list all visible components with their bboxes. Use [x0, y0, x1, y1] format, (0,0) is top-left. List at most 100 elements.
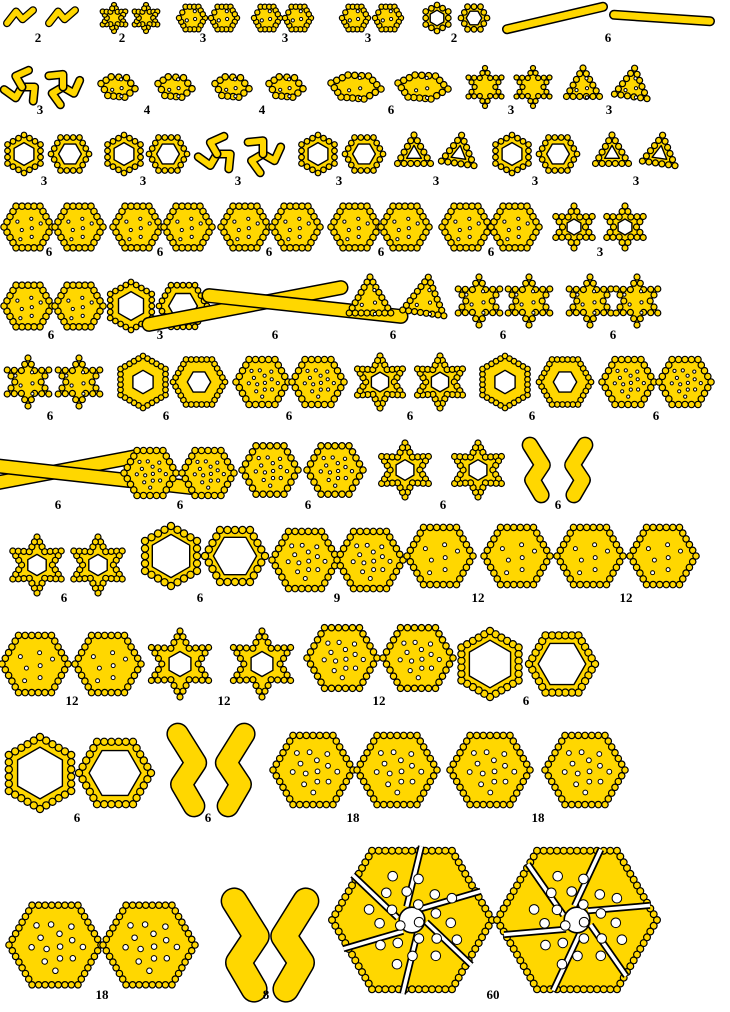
figure-label: 4	[258, 102, 266, 117]
figure-16	[193, 131, 286, 178]
figure-59-original	[328, 845, 497, 995]
figure-44	[9, 533, 126, 597]
figure-6-original	[422, 1, 452, 35]
figure-17-mirror	[341, 134, 387, 174]
figure-label: 6	[265, 244, 273, 259]
figure-44-mirror	[70, 533, 126, 597]
figure-label: 3	[507, 102, 515, 117]
figure-58-mirror	[270, 887, 320, 1003]
figure-59	[328, 845, 661, 995]
figure-label: 18	[531, 810, 545, 825]
figure-36-mirror	[413, 352, 467, 412]
figure-51-mirror	[379, 623, 457, 693]
figure-19-original	[492, 131, 532, 177]
figure-25-original	[438, 202, 494, 252]
figure-18-original	[393, 131, 435, 168]
figure-49-mirror	[71, 631, 145, 697]
figure-16-original	[193, 131, 235, 174]
figure-label: 60	[486, 987, 500, 1002]
figure-label: 6	[522, 693, 530, 708]
figure-label: 3	[335, 173, 343, 188]
figure-9-mirror	[154, 73, 196, 102]
figure-40-mirror	[178, 446, 238, 500]
figure-54-mirror	[214, 722, 256, 818]
figure-42	[378, 439, 505, 501]
figure-46-original	[268, 527, 342, 593]
figure-20	[591, 131, 679, 170]
figure-20-mirror	[638, 131, 679, 170]
figure-18	[393, 131, 478, 170]
figure-20-original	[591, 131, 633, 168]
figure-label: 6	[156, 244, 164, 259]
figure-17	[298, 131, 387, 177]
figure-11-mirror	[394, 71, 452, 103]
figure-label: 3	[364, 30, 372, 45]
figure-30	[345, 273, 448, 320]
figure-22-mirror	[160, 202, 216, 252]
figure-35	[232, 355, 348, 409]
figure-13	[562, 64, 651, 103]
figure-label: 3	[281, 30, 289, 45]
figure-label: 3	[605, 102, 613, 117]
figure-label: 2	[450, 30, 458, 45]
figure-8	[0, 65, 85, 110]
figure-19-mirror	[535, 134, 581, 174]
figure-53-mirror	[74, 737, 156, 809]
figure-label: 6	[499, 327, 507, 342]
figure-43-mirror	[564, 436, 594, 504]
figure-56-original	[446, 731, 534, 809]
figure-label: 6	[176, 497, 184, 512]
figure-21	[0, 202, 107, 252]
figure-label: 3	[632, 173, 640, 188]
figure-label: 3	[234, 173, 242, 188]
figure-9-original	[97, 73, 139, 102]
figure-37-original	[479, 352, 531, 412]
figure-label: 12	[619, 590, 633, 605]
figure-23-mirror	[268, 202, 324, 252]
figure-2-mirror	[131, 1, 161, 35]
figure-label: 12	[372, 693, 386, 708]
figure-42-mirror	[451, 439, 505, 501]
figure-41-original	[238, 441, 302, 499]
figure-46-mirror	[333, 527, 407, 593]
figure-label: 6	[377, 244, 385, 259]
figure-8-mirror	[44, 69, 85, 110]
figure-label: 8	[262, 987, 270, 1002]
figure-30-original	[345, 273, 395, 317]
figure-label: 6	[439, 497, 447, 512]
figure-label: 6	[285, 408, 293, 423]
figure-21-original	[0, 202, 56, 252]
figure-label: 3	[199, 30, 207, 45]
figure-label: 2	[118, 30, 126, 45]
figure-24-original	[327, 202, 383, 252]
figure-label: 3	[40, 173, 48, 188]
figure-56	[446, 731, 629, 809]
figure-48-mirror	[626, 523, 700, 589]
figure-31-mirror	[504, 273, 554, 329]
figure-38-original	[598, 355, 658, 409]
figure-4-original	[250, 3, 284, 33]
figure-24-mirror	[377, 202, 433, 252]
figure-49-original	[0, 631, 72, 697]
figure-label: 6	[47, 327, 55, 342]
figure-50-original	[147, 627, 213, 701]
figure-33-original	[3, 354, 53, 410]
figure-label: 6	[271, 327, 279, 342]
figure-22	[109, 202, 216, 252]
figure-2	[99, 1, 161, 35]
figure-label: 6	[162, 408, 170, 423]
figure-3	[175, 3, 241, 33]
figure-label: 12	[65, 693, 79, 708]
figure-23	[217, 202, 324, 252]
figure-label: 18	[346, 810, 360, 825]
figure-45-mirror	[200, 525, 270, 587]
figure-53	[4, 732, 156, 814]
figure-44-original	[9, 533, 65, 597]
figure-51	[303, 623, 457, 693]
figure-label: 12	[471, 590, 485, 605]
figure-47-mirror	[480, 523, 554, 589]
figure-10-original	[211, 73, 253, 102]
figure-4	[250, 3, 315, 33]
figure-label: 6	[652, 408, 660, 423]
